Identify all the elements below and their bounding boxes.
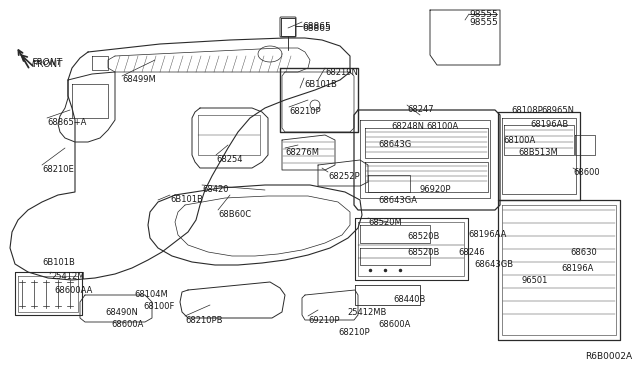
Text: FRONT: FRONT	[32, 60, 63, 69]
Text: 68965N: 68965N	[541, 106, 574, 115]
Text: 68520B: 68520B	[407, 232, 440, 241]
Text: 68196AA: 68196AA	[468, 230, 506, 239]
Text: 68499M: 68499M	[122, 75, 156, 84]
Text: 68520M: 68520M	[368, 218, 402, 227]
Text: 68252P: 68252P	[328, 172, 360, 181]
Text: 68219N: 68219N	[325, 68, 358, 77]
Text: 68600: 68600	[573, 168, 600, 177]
Text: 68440B: 68440B	[393, 295, 426, 304]
Text: 68520B: 68520B	[407, 248, 440, 257]
Text: 68246: 68246	[458, 248, 484, 257]
Text: 68B60C: 68B60C	[218, 210, 251, 219]
Text: 96501: 96501	[521, 276, 547, 285]
Text: 68108P: 68108P	[511, 106, 543, 115]
Text: 98555: 98555	[469, 10, 498, 19]
Text: FRONT: FRONT	[32, 58, 63, 67]
Text: 68643GA: 68643GA	[378, 196, 417, 205]
Text: 68600A: 68600A	[378, 320, 410, 329]
Text: 68100F: 68100F	[143, 302, 174, 311]
Text: 25412M: 25412M	[51, 272, 84, 281]
Text: 69210P: 69210P	[308, 316, 339, 325]
Text: 68643GB: 68643GB	[474, 260, 513, 269]
Text: 68104M: 68104M	[134, 290, 168, 299]
Text: 68865+A: 68865+A	[47, 118, 86, 127]
Text: 96920P: 96920P	[420, 185, 451, 194]
Text: 68643G: 68643G	[378, 140, 412, 149]
Text: 68276M: 68276M	[285, 148, 319, 157]
Text: 68210P: 68210P	[338, 328, 370, 337]
Text: 68600A: 68600A	[111, 320, 143, 329]
Text: 68865: 68865	[302, 24, 331, 33]
Text: 25412MB: 25412MB	[347, 308, 387, 317]
Text: 98555: 98555	[469, 18, 498, 27]
Text: 68B513M: 68B513M	[518, 148, 557, 157]
Text: 68630: 68630	[570, 248, 596, 257]
Text: 68210PB: 68210PB	[185, 316, 223, 325]
Text: R6B0002A: R6B0002A	[585, 352, 632, 361]
Text: 68196A: 68196A	[561, 264, 593, 273]
Text: 68490N: 68490N	[105, 308, 138, 317]
Text: 6B101B: 6B101B	[170, 195, 203, 204]
Text: 6B101B: 6B101B	[304, 80, 337, 89]
Text: 68100A: 68100A	[426, 122, 458, 131]
Text: 68420: 68420	[202, 185, 228, 194]
Text: 68248N: 68248N	[391, 122, 424, 131]
Text: 68210P: 68210P	[289, 107, 321, 116]
Text: 6B101B: 6B101B	[42, 258, 75, 267]
Text: 68865: 68865	[302, 22, 331, 31]
Text: 68600AA: 68600AA	[54, 286, 92, 295]
Text: 68196AB: 68196AB	[530, 120, 568, 129]
Text: 68210E: 68210E	[42, 165, 74, 174]
Text: 68247: 68247	[407, 105, 434, 114]
Text: 68100A: 68100A	[503, 136, 535, 145]
Text: 68254: 68254	[216, 155, 243, 164]
